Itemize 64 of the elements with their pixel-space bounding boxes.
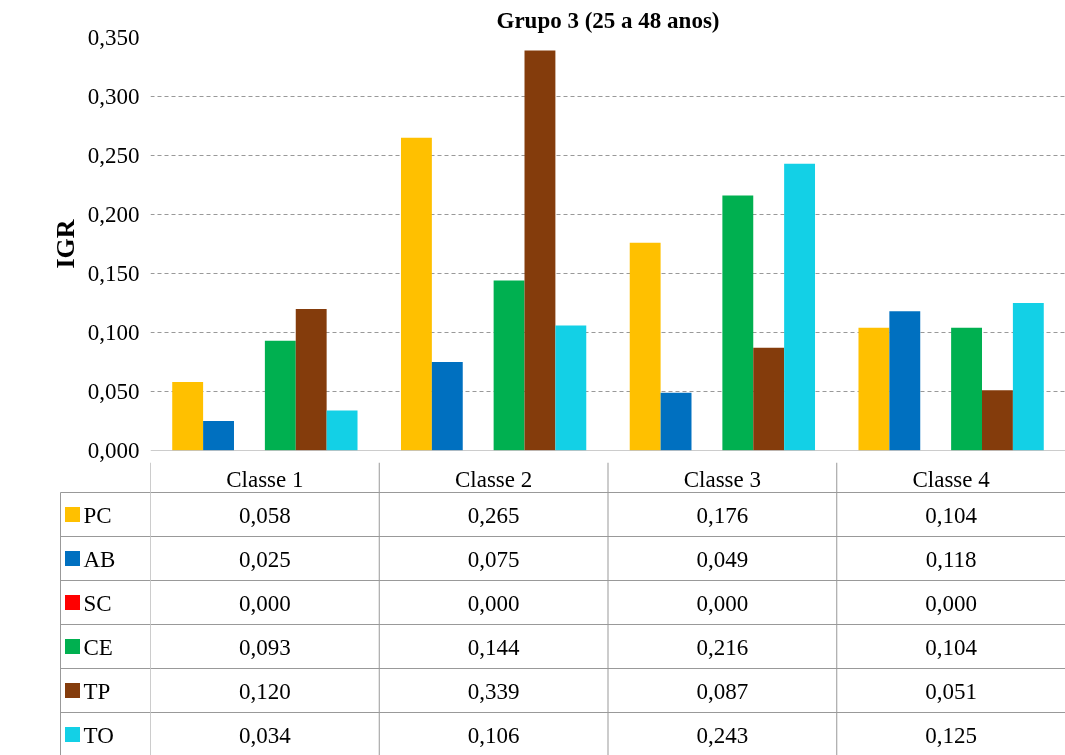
- data-label: 0,120: [239, 679, 291, 704]
- bar: [172, 382, 204, 451]
- bar: [982, 390, 1013, 451]
- bar: [951, 327, 983, 451]
- bar: [722, 195, 754, 451]
- y-tick-label: 0,050: [87, 379, 140, 404]
- data-label: 0,000: [696, 591, 749, 616]
- bar: [326, 410, 358, 451]
- legend-label: SC: [83, 591, 112, 616]
- data-label: 0,025: [239, 547, 291, 572]
- data-label: 0,051: [925, 679, 977, 704]
- data-label: 0,176: [696, 503, 749, 528]
- data-label: 0,144: [467, 635, 520, 660]
- data-label: 0,265: [467, 503, 520, 528]
- bar: [524, 50, 556, 451]
- y-tick-label: 0,300: [87, 84, 140, 109]
- bar: [203, 421, 234, 451]
- x-tick-label: Classe 4: [912, 467, 991, 492]
- y-tick-label: 0,150: [87, 261, 140, 286]
- bar: [400, 137, 432, 451]
- data-label: 0,034: [239, 723, 292, 748]
- bar: [753, 347, 785, 451]
- data-label: 0,087: [696, 679, 749, 704]
- y-tick-label: 0,200: [87, 202, 140, 227]
- x-tick-label: Classe 1: [226, 467, 304, 492]
- bar: [493, 280, 525, 451]
- bar: [1012, 303, 1044, 451]
- bar: [295, 308, 327, 451]
- data-label: 0,093: [239, 635, 291, 660]
- bar: [555, 325, 587, 451]
- data-label: 0,125: [925, 723, 977, 748]
- data-label: 0,049: [696, 547, 749, 572]
- bar: [431, 362, 463, 451]
- legend-label: TP: [83, 679, 111, 704]
- data-label: 0,339: [467, 679, 520, 704]
- y-axis-title: IGR: [50, 219, 80, 269]
- data-label: 0,075: [467, 547, 520, 572]
- y-tick-label: 0,000: [87, 438, 140, 463]
- legend-label: AB: [83, 547, 116, 572]
- bar: [889, 311, 921, 451]
- data-label: 0,000: [467, 591, 520, 616]
- chart-title: Grupo 3 (25 a 48 anos): [496, 7, 720, 33]
- bar: [629, 242, 661, 451]
- data-label: 0,104: [925, 635, 978, 660]
- y-tick-label: 0,350: [87, 25, 140, 50]
- x-tick-label: Classe 2: [454, 467, 533, 492]
- y-tick-label: 0,250: [87, 143, 140, 168]
- data-label: 0,058: [239, 503, 291, 528]
- legend-label: CE: [83, 635, 113, 660]
- data-label: 0,243: [696, 723, 749, 748]
- legend-label: PC: [83, 503, 112, 528]
- bar: [264, 340, 296, 451]
- data-label: 0,000: [925, 591, 977, 616]
- bar: [660, 392, 692, 451]
- legend-label: TO: [83, 723, 114, 748]
- x-tick-label: Classe 3: [683, 467, 762, 492]
- data-label: 0,000: [239, 591, 291, 616]
- bar: [858, 327, 890, 451]
- data-label: 0,104: [925, 503, 978, 528]
- data-label: 0,118: [925, 547, 977, 572]
- bar: [784, 163, 816, 451]
- data-label: 0,216: [696, 635, 749, 660]
- data-label: 0,106: [467, 723, 520, 748]
- y-tick-label: 0,100: [87, 320, 140, 345]
